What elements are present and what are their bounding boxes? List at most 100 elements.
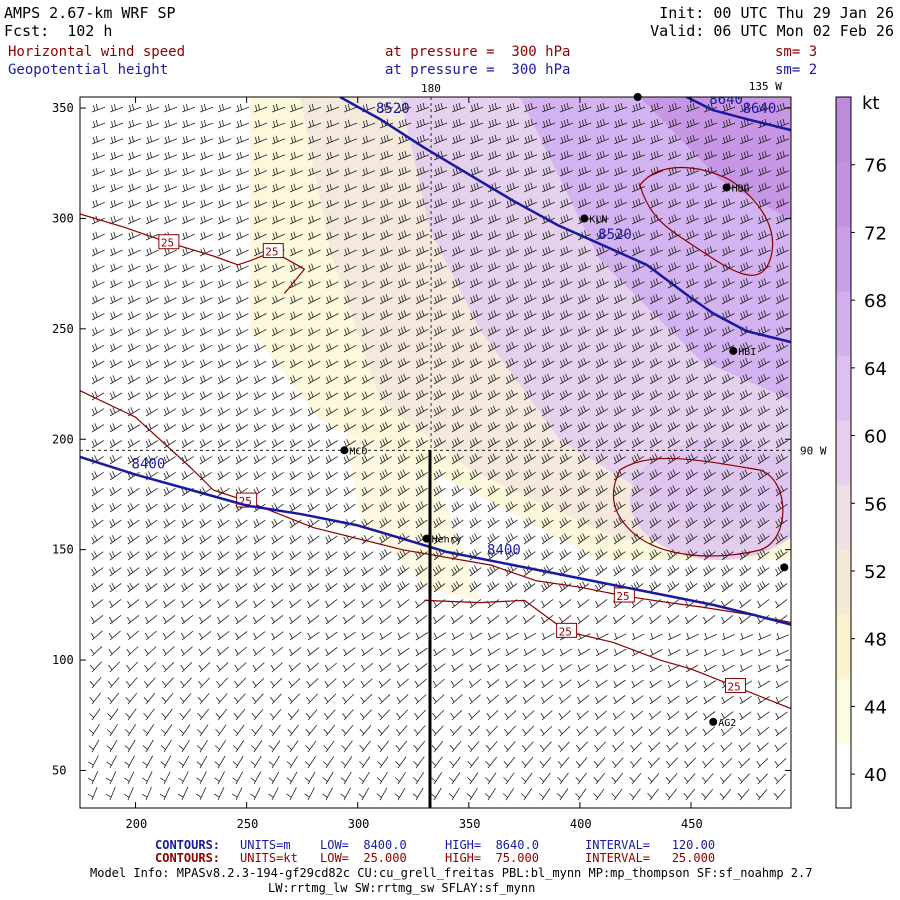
wind-barb-flag [690, 405, 695, 412]
wind-barb [523, 297, 537, 305]
wind-barb-flag [757, 424, 761, 431]
wind-barb-flag [437, 247, 440, 254]
wind-barb [289, 503, 302, 513]
wind-barb-flag [491, 103, 494, 110]
wind-barb-flag [128, 360, 131, 367]
wind-barb-flag [382, 407, 386, 414]
wind-barb-flag [470, 248, 474, 255]
wind-barb [451, 535, 464, 545]
wind-barb [361, 567, 374, 577]
wind-barb [145, 692, 156, 705]
wind-barb-flag [704, 296, 708, 303]
wind-barb-flag [451, 520, 455, 527]
wind-barb [469, 217, 483, 225]
wind-barb-flag [781, 278, 785, 285]
wind-barb-flag [491, 231, 494, 238]
wind-barb-flag [651, 551, 656, 557]
wind-barb [217, 424, 231, 433]
wind-barb-flag [778, 455, 782, 461]
wind-barb-flag [454, 375, 458, 382]
wind-barb-flag [692, 214, 695, 221]
wind-barb-flag [561, 551, 566, 557]
wind-barb-flag [458, 214, 461, 221]
wind-barb [397, 694, 409, 705]
wind-barb-flag [648, 712, 653, 719]
wind-barb-flag [708, 453, 712, 460]
wind-barb-flag [650, 312, 654, 319]
wind-barb [343, 567, 356, 577]
wind-barb [721, 408, 735, 417]
wind-barb-flag [511, 294, 515, 301]
wind-barb [253, 170, 268, 177]
wind-barb-flag [599, 263, 602, 270]
wind-barb-flag [510, 421, 515, 428]
wind-barb-flag [452, 296, 456, 303]
wind-barb [109, 646, 121, 657]
wind-barb-flag [471, 503, 476, 509]
wind-barb [541, 632, 555, 641]
wind-barb-flag [560, 200, 564, 207]
wind-barb-flag [253, 424, 257, 431]
wind-barb-flag [273, 519, 278, 525]
wind-barb [271, 313, 285, 321]
wind-barb-flag [437, 279, 440, 286]
wind-barb-flag [708, 533, 712, 539]
wind-barb-flag [457, 246, 461, 253]
wind-barb-flag [582, 453, 586, 460]
wind-barb [307, 535, 320, 545]
wind-barb-flag [128, 312, 132, 319]
wind-barb [757, 551, 770, 561]
wind-barb-flag [323, 729, 329, 734]
wind-barb-flag [287, 696, 293, 703]
wind-barb-flag [147, 137, 150, 143]
wind-barb-flag [95, 263, 98, 270]
wind-barb [721, 456, 735, 465]
wind-barb [739, 471, 752, 481]
wind-barb-flag [632, 264, 636, 271]
wind-barb [145, 535, 158, 545]
wind-barb [415, 583, 428, 593]
wind-barb-flag [778, 471, 782, 477]
wind-barb [487, 487, 500, 497]
wind-barb-flag [564, 485, 568, 492]
wind-barb-flag [127, 392, 131, 399]
wind-barb-flag [654, 533, 658, 539]
wind-barb-flag [631, 680, 635, 687]
wind-barb-flag [385, 278, 389, 285]
wind-barb [451, 249, 465, 257]
wind-barb-flag [506, 632, 509, 639]
wind-barb-flag [127, 600, 131, 607]
wind-barb-flag [437, 103, 440, 110]
wind-barb-flag [543, 535, 548, 541]
wind-barb-flag [632, 296, 636, 303]
wind-barb-flag [323, 712, 329, 719]
wind-barb-flag [113, 263, 116, 270]
wind-barb [649, 281, 663, 289]
wind-barb-flag [253, 392, 257, 399]
wind-barb-flag [234, 616, 239, 623]
wind-barb [127, 249, 141, 257]
wind-barb-flag [775, 472, 779, 479]
wind-barb-flag [704, 184, 708, 191]
wind-barb-flag [562, 471, 566, 477]
wind-barb [217, 106, 232, 113]
wind-barb-flag [347, 215, 350, 222]
wind-barb-flag [616, 407, 620, 414]
wind-barb-flag [671, 247, 674, 254]
wind-barb-flag [289, 424, 293, 431]
wind-barb-flag [127, 536, 131, 543]
wind-barb [199, 138, 214, 145]
wind-barb-flag [779, 215, 782, 222]
wind-barb-flag [329, 151, 332, 158]
wind-barb-flag [527, 183, 530, 190]
wind-barb-flag [128, 344, 131, 351]
wind-barb-flag [727, 373, 731, 380]
wind-barb-flag [703, 520, 707, 527]
wind-barb [397, 599, 410, 609]
wind-barb-flag [325, 648, 329, 655]
wind-barb-flag [524, 312, 528, 319]
wind-barb [523, 186, 538, 193]
wind-barb-flag [547, 309, 551, 316]
wind-barb [289, 122, 304, 129]
wind-barb [559, 186, 574, 193]
